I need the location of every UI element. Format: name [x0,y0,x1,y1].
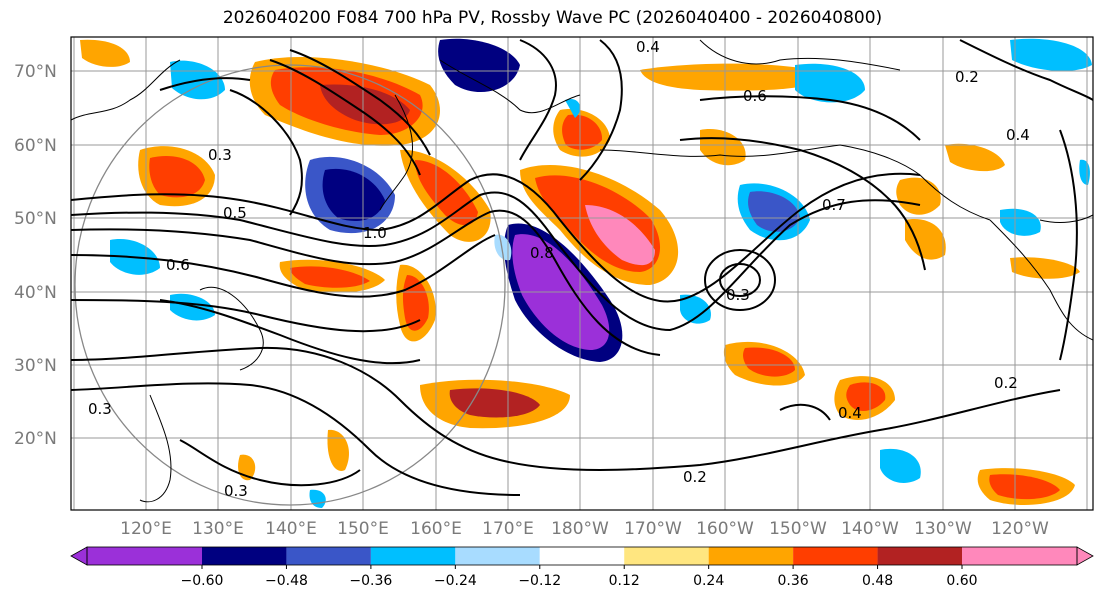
lat-label: 70°N [14,62,57,82]
colorbar-segment [202,547,287,565]
lat-label: 50°N [14,209,57,229]
colorbar-tick-label: −0.12 [518,573,561,589]
lat-label: 20°N [14,429,57,449]
contour-label: 1.0 [363,224,387,242]
colorbar-segment [962,547,1077,565]
graticule [71,37,1093,510]
colorbar-tick-label: −0.36 [349,573,392,589]
colorbar-tick-label: 0.60 [946,573,977,589]
colorbar-segment [624,547,709,565]
colorbar-segment [708,547,794,565]
contour-label: 0.4 [1006,126,1030,144]
contour-label: 0.3 [208,146,232,164]
colorbar-segment [793,547,878,565]
lon-label: 150°W [769,519,827,539]
lon-label: 140°E [265,519,317,539]
contour-label: 0.7 [822,196,846,214]
map-title: 2026040200 F084 700 hPa PV, Rossby Wave … [222,8,883,28]
lon-label: 180°W [551,519,609,539]
contour-label: 0.3 [726,286,750,304]
colorbar-segment [455,547,540,565]
contour-label: 0.5 [223,204,247,222]
colorbar-tick-label: 0.36 [778,573,809,589]
colorbar-extend-left [70,546,88,566]
contour-label: 0.3 [88,400,112,418]
lat-label: 40°N [14,283,57,303]
lat-label: 60°N [14,136,57,156]
contour-label: 0.4 [636,38,660,56]
contour-label: 0.2 [994,374,1018,392]
coastlines [71,39,1093,503]
colorbar-tick-label: −0.48 [265,573,308,589]
pv-contours [71,39,1093,496]
latitude-labels: 70°N 60°N 50°N 40°N 30°N 20°N [14,62,57,449]
lat-label: 30°N [14,356,57,376]
pv-anomaly-shading [80,39,1080,505]
colorbar: −0.60 −0.48 −0.36 −0.24 −0.12 0.12 0.24 0.36 0.4… [70,546,1094,589]
colorbar-tick-label: −0.60 [181,573,224,589]
lon-label: 150°E [337,519,389,539]
map-frame [70,36,1094,511]
lon-label: 130°E [192,519,244,539]
colorbar-extend-right [1076,546,1094,566]
contour-label: 0.3 [224,482,248,500]
contour-label: 0.8 [530,244,554,262]
lon-label: 160°W [696,519,754,539]
contour-label: 0.2 [683,468,707,486]
lon-label: 160°E [410,519,462,539]
lon-label: 170°W [624,519,682,539]
colorbar-frame [86,546,1078,566]
longitude-labels: 120°E 130°E 140°E 150°E 160°E 170°E 180°… [120,519,1049,539]
pv-negative-shading [110,38,1092,508]
contour-label: 0.4 [838,404,862,422]
lon-label: 120°E [120,519,172,539]
colorbar-tick-label: 0.24 [693,573,724,589]
colorbar-tick-label: −0.24 [434,573,477,589]
colorbar-segment [877,547,962,565]
lon-label: 120°W [991,519,1049,539]
lon-label: 140°W [841,519,899,539]
great-circle-outline [74,64,506,506]
lon-label: 130°W [914,519,972,539]
contour-labels: 0.4 0.2 0.6 0.7 0.3 0.5 0.8 1.0 0.6 0.3 … [88,38,1030,500]
contour-label: 0.6 [166,256,190,274]
colorbar-segment [87,547,202,565]
contour-label: 0.6 [743,87,767,105]
contour-label: 0.2 [955,68,979,86]
colorbar-segment [370,547,456,565]
colorbar-tick-label: 0.48 [862,573,893,589]
colorbar-segment [286,547,371,565]
lon-label: 170°E [482,519,534,539]
colorbar-tick-label: 0.12 [609,573,640,589]
colorbar-segment [539,547,625,565]
